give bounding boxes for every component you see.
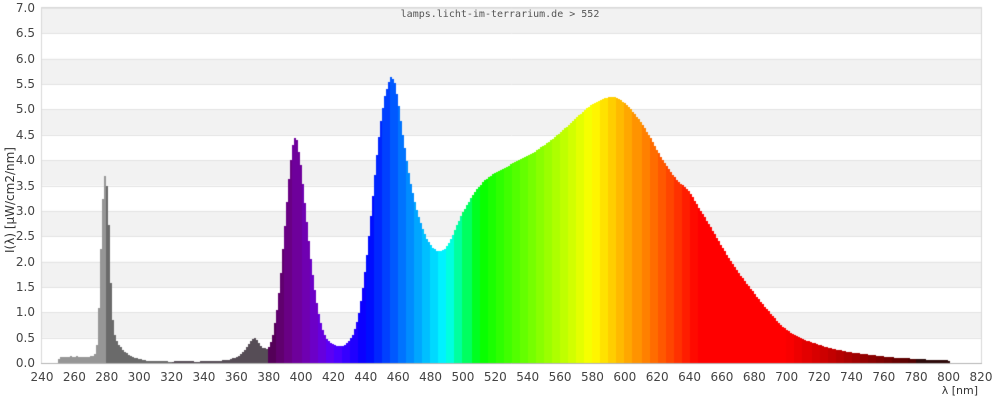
y-tick-label: 3.5 — [15, 178, 35, 193]
x-tick-label: 560 — [548, 370, 572, 384]
x-tick-label: 380 — [257, 370, 281, 384]
x-tick-label: 680 — [742, 370, 766, 384]
chart-title: lamps.licht-im-terrarium.de > 552 — [400, 9, 600, 20]
y-tick-label: 1.5 — [15, 279, 35, 294]
y-tick-label: 4.5 — [15, 127, 35, 142]
y-tick-label: 6.5 — [15, 26, 35, 41]
y-tick-label: 1.0 — [15, 305, 35, 320]
y-tick-label: 6.0 — [15, 51, 35, 66]
y-tick-label: 5.5 — [15, 77, 35, 92]
x-tick-label: 660 — [710, 370, 734, 384]
y-tick-label: 2.0 — [15, 254, 35, 269]
x-tick-label: 460 — [386, 370, 410, 384]
x-tick-label: 300 — [127, 370, 151, 384]
x-tick-label: 340 — [192, 370, 216, 384]
x-tick-label: 520 — [483, 370, 507, 384]
y-tick-label: 0.5 — [15, 330, 35, 345]
x-tick-label: 320 — [160, 370, 183, 384]
x-tick-label: 760 — [872, 370, 896, 384]
x-tick-label: 640 — [678, 370, 702, 384]
y-tick-label: 5.0 — [15, 102, 35, 117]
x-tick-label: 600 — [613, 370, 637, 384]
x-tick-label: 700 — [775, 370, 799, 384]
x-tick-label: 620 — [645, 370, 669, 384]
x-axis-title: λ [nm] — [941, 384, 978, 397]
x-tick-label: 260 — [62, 370, 86, 384]
x-tick-label: 420 — [321, 370, 345, 384]
x-tick-label: 440 — [354, 370, 378, 384]
x-tick-label: 400 — [289, 370, 313, 384]
x-tick-label: 240 — [30, 370, 54, 384]
x-tick-label: 280 — [95, 370, 119, 384]
x-tick-label: 580 — [580, 370, 604, 384]
y-tick-label: 7.0 — [15, 1, 35, 15]
y-tick-label: 0.0 — [15, 356, 35, 370]
x-tick-label: 800 — [937, 370, 961, 384]
x-tick-label: 780 — [904, 370, 928, 384]
y-tick-label: 2.5 — [15, 229, 35, 244]
x-tick-label: 480 — [419, 370, 442, 384]
x-tick-label: 740 — [840, 370, 863, 384]
y-tick-label: 3.0 — [15, 203, 35, 218]
x-tick-label: 720 — [807, 370, 831, 384]
x-tick-label: 500 — [451, 370, 475, 384]
x-tick-label: 820 — [969, 370, 993, 384]
y-tick-label: 4.0 — [15, 153, 35, 168]
x-tick-label: 360 — [224, 370, 248, 384]
x-tick-label: 540 — [516, 370, 540, 384]
